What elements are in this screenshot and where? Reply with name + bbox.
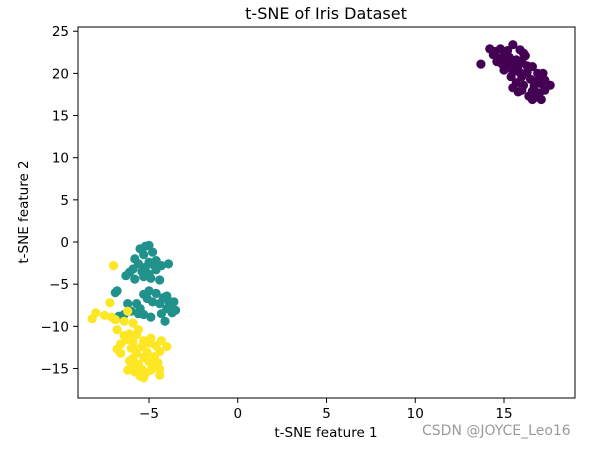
- data-point-series-3: [123, 365, 133, 375]
- data-point-series-3: [128, 318, 138, 328]
- data-point-series-2: [130, 274, 140, 284]
- data-point-series-2: [149, 261, 159, 271]
- y-tick-label: 25: [52, 24, 69, 40]
- data-point-series-3: [139, 373, 149, 383]
- data-point-series-3: [110, 315, 120, 325]
- data-point-series-2: [146, 273, 156, 283]
- data-point-series-1: [520, 51, 530, 61]
- points-layer: [87, 40, 555, 383]
- data-point-series-1: [506, 72, 516, 82]
- y-tick-label: −5: [49, 277, 69, 293]
- data-point-series-3: [128, 342, 138, 352]
- data-point-series-2: [163, 259, 174, 269]
- data-point-series-3: [119, 316, 129, 326]
- data-point-series-1: [536, 94, 546, 105]
- chart-title: t-SNE of Iris Dataset: [245, 4, 407, 23]
- y-tick-label: −10: [41, 319, 70, 335]
- data-point-series-2: [139, 250, 149, 260]
- data-point-series-1: [533, 77, 543, 87]
- x-tick-label: 5: [322, 406, 331, 422]
- data-point-series-3: [123, 306, 133, 316]
- x-tick-label: 0: [233, 406, 242, 422]
- data-point-series-2: [148, 247, 158, 257]
- data-point-series-3: [112, 325, 122, 335]
- x-tick-label: 10: [407, 406, 424, 422]
- data-point-series-2: [123, 299, 133, 309]
- data-point-series-1: [495, 44, 505, 54]
- y-tick-label: 0: [60, 235, 69, 251]
- y-tick-label: −15: [41, 361, 70, 377]
- data-point-series-2: [110, 288, 120, 298]
- data-point-series-2: [139, 272, 149, 282]
- y-tick-label: 10: [52, 151, 69, 167]
- data-point-series-3: [132, 330, 142, 340]
- data-point-series-1: [513, 87, 523, 97]
- data-point-series-1: [527, 94, 538, 105]
- data-point-series-2: [135, 304, 145, 314]
- data-point-series-3: [108, 261, 119, 271]
- ticks-layer: −5 0 5 10 15 −15 −10 −5 0 5 10 15 20 25: [41, 24, 513, 422]
- data-point-series-3: [105, 298, 115, 308]
- watermark: CSDN @JOYCE_Leo16: [422, 423, 571, 439]
- data-point-series-3: [100, 310, 110, 320]
- data-point-series-2: [121, 271, 131, 281]
- data-point-series-2: [146, 312, 156, 322]
- data-point-series-3: [144, 338, 154, 348]
- x-tick-label: −5: [139, 406, 159, 422]
- data-point-series-2: [155, 299, 165, 309]
- data-point-series-3: [119, 331, 129, 341]
- data-point-series-1: [527, 62, 538, 72]
- data-point-series-1: [517, 72, 527, 82]
- y-axis-label: t-SNE feature 2: [16, 160, 32, 263]
- data-point-series-2: [167, 308, 177, 318]
- data-point-series-1: [492, 57, 502, 67]
- data-point-series-3: [116, 348, 126, 358]
- y-tick-label: 20: [52, 66, 69, 82]
- data-point-series-1: [508, 40, 518, 50]
- data-point-series-2: [162, 291, 172, 301]
- data-point-series-3: [87, 314, 97, 324]
- data-point-series-1: [502, 62, 513, 72]
- data-point-series-2: [155, 275, 165, 285]
- data-point-series-1: [540, 85, 550, 95]
- data-point-series-3: [146, 365, 156, 375]
- y-tick-label: 5: [60, 193, 69, 209]
- data-point-series-1: [476, 59, 486, 69]
- x-axis-label: t-SNE feature 1: [274, 425, 377, 441]
- data-point-series-2: [160, 316, 170, 326]
- data-point-series-2: [148, 297, 158, 307]
- data-point-series-2: [151, 288, 161, 298]
- y-tick-label: 15: [52, 109, 69, 125]
- data-point-series-2: [156, 309, 166, 319]
- data-point-series-3: [162, 342, 172, 352]
- data-point-series-3: [137, 342, 147, 352]
- x-tick-label: 15: [495, 406, 512, 422]
- data-point-series-3: [155, 370, 165, 380]
